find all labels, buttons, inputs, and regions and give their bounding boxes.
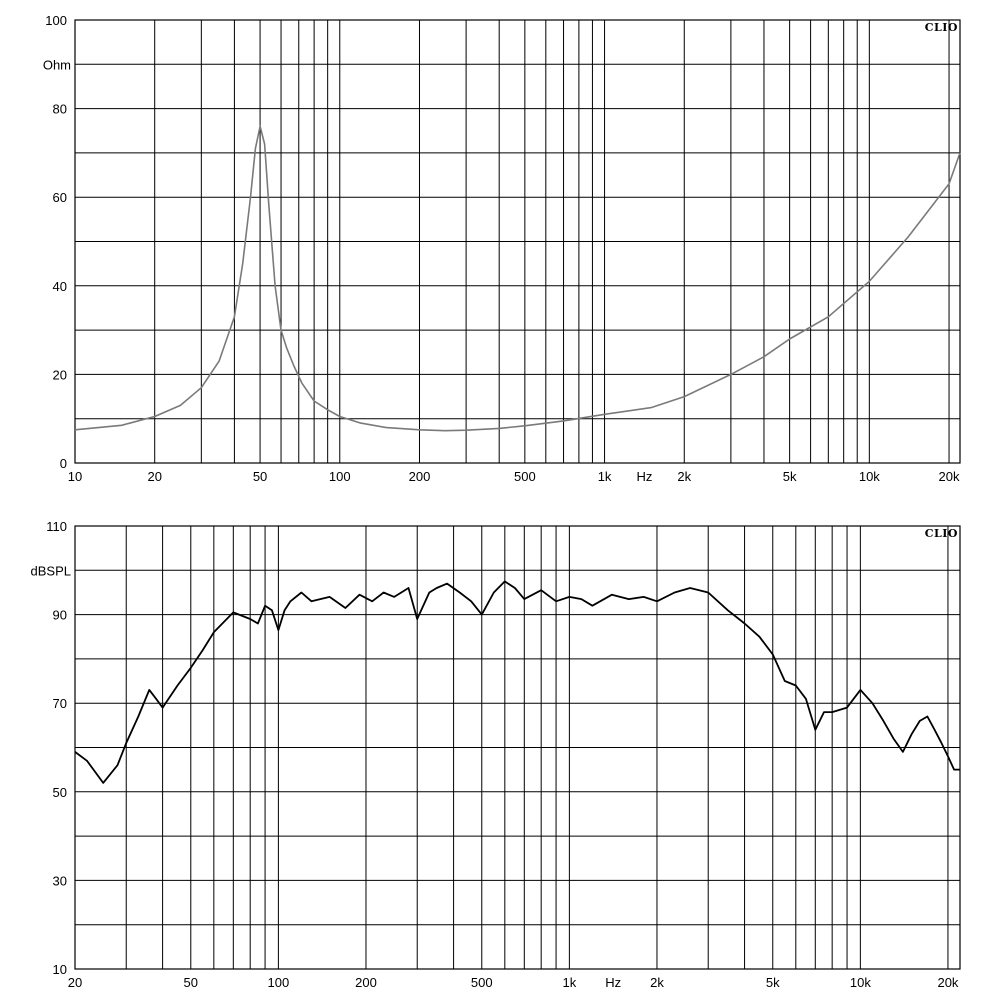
x-tick-label: 20k: [939, 469, 960, 484]
x-tick-label: 2k: [677, 469, 691, 484]
plot-frame: [74, 19, 961, 464]
x-tick-label: 1k: [598, 469, 612, 484]
x-tick-label: 100: [268, 975, 290, 990]
y-tick-label: 80: [53, 102, 67, 117]
x-unit-label: Hz: [605, 975, 621, 990]
y-tick-label: 40: [53, 279, 67, 294]
x-unit-label: Hz: [636, 469, 652, 484]
horizontal-gridlines: [75, 569, 960, 926]
clio-brand-label: CLIO: [925, 21, 958, 34]
y-tick-label: 110: [46, 519, 67, 534]
y-tick-label: 70: [53, 696, 67, 711]
y-unit-label: Ohm: [43, 57, 71, 72]
x-tick-label: 500: [471, 975, 493, 990]
x-tick-label: 100: [329, 469, 351, 484]
clio-brand-label: CLIO: [925, 527, 958, 540]
y-unit-label: dBSPL: [31, 563, 71, 578]
x-tick-label: 20k: [937, 975, 958, 990]
spl-chart: 10 30 50 70 90 110 dBSPL 20 50 100 200 500 1k 2k 5k 10k…: [31, 519, 961, 990]
horizontal-gridlines: [75, 63, 960, 420]
y-tick-label: 10: [53, 962, 67, 977]
x-tick-label: 200: [355, 975, 377, 990]
x-tick-label: 50: [253, 469, 267, 484]
x-tick-label: 1k: [563, 975, 577, 990]
plot-frame: [74, 525, 961, 970]
spl-curve: [74, 580, 960, 784]
x-tick-label: 50: [184, 975, 198, 990]
impedance-chart: 0 20 40 60 80 100 Ohm 10 20 50 100 200 500 1k 2k 5k 10k 2…: [43, 13, 961, 484]
x-tick-label: 2k: [650, 975, 664, 990]
x-tick-label: 10k: [859, 469, 880, 484]
y-tick-label: 0: [60, 456, 67, 471]
x-tick-label: 20: [68, 975, 82, 990]
x-tick-label: 200: [409, 469, 431, 484]
y-tick-label: 60: [53, 190, 67, 205]
y-tick-label: 100: [45, 13, 67, 28]
x-tick-label: 5k: [766, 975, 780, 990]
x-tick-label: 10: [68, 469, 82, 484]
y-tick-label: 30: [53, 873, 67, 888]
y-tick-label: 90: [53, 608, 67, 623]
impedance-curve: [74, 125, 961, 432]
x-tick-label: 10k: [850, 975, 871, 990]
y-tick-label: 20: [53, 367, 67, 382]
x-tick-label: 5k: [783, 469, 797, 484]
x-tick-label: 500: [514, 469, 536, 484]
y-tick-label: 50: [53, 785, 67, 800]
x-tick-label: 20: [147, 469, 161, 484]
